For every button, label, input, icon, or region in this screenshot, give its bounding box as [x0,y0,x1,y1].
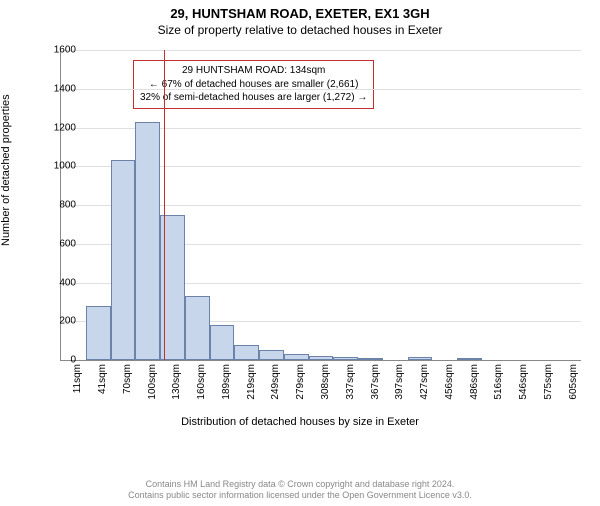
x-tick: 189sqm [221,364,232,404]
histogram-bar [309,356,334,360]
y-tick: 1200 [42,122,76,133]
x-tick: 575sqm [543,364,554,404]
y-tick: 800 [42,200,76,211]
x-tick: 367sqm [370,364,381,404]
histogram-bar [210,325,235,360]
annotation-line3: 32% of semi-detached houses are larger (… [140,91,367,105]
histogram-bar [86,306,111,360]
plot-area: 29 HUNTSHAM ROAD: 134sqm ← 67% of detach… [60,50,581,361]
x-tick: 279sqm [295,364,306,404]
x-tick: 11sqm [72,364,83,404]
histogram-bar [408,357,433,360]
x-tick: 456sqm [444,364,455,404]
x-tick: 516sqm [493,364,504,404]
x-tick: 100sqm [147,364,158,404]
x-tick: 70sqm [122,364,133,404]
page-title: 29, HUNTSHAM ROAD, EXETER, EX1 3GH [0,6,600,21]
gridline [61,50,581,51]
annotation-line1: 29 HUNTSHAM ROAD: 134sqm [140,64,367,78]
annotation-box: 29 HUNTSHAM ROAD: 134sqm ← 67% of detach… [133,60,374,109]
x-tick: 546sqm [518,364,529,404]
x-tick: 308sqm [320,364,331,404]
y-tick: 1600 [42,45,76,56]
x-tick: 427sqm [419,364,430,404]
x-tick: 337sqm [345,364,356,404]
histogram-bar [358,358,383,360]
histogram-bar [111,160,136,360]
histogram-bar [284,354,309,360]
gridline [61,89,581,90]
reference-line [164,50,165,360]
x-tick: 130sqm [171,364,182,404]
x-tick: 397sqm [394,364,405,404]
x-tick: 160sqm [196,364,207,404]
histogram-bar [333,357,358,360]
x-axis-label: Distribution of detached houses by size … [0,416,600,428]
histogram-bar [234,345,259,361]
x-tick: 605sqm [568,364,579,404]
page-subtitle: Size of property relative to detached ho… [0,23,600,37]
histogram-bar [135,122,160,360]
histogram-bar [185,296,210,360]
y-axis-label: Number of detached properties [0,94,12,246]
y-tick: 200 [42,316,76,327]
x-tick: 219sqm [246,364,257,404]
y-tick: 600 [42,238,76,249]
footer-attribution: Contains HM Land Registry data © Crown c… [0,479,600,502]
histogram-bar [259,350,284,360]
y-tick: 0 [42,355,76,366]
footer-line2: Contains public sector information licen… [0,490,600,502]
histogram-bar [457,358,482,360]
chart-container: Number of detached properties 29 HUNTSHA… [0,46,600,446]
x-tick: 249sqm [270,364,281,404]
y-tick: 1400 [42,83,76,94]
x-tick: 486sqm [469,364,480,404]
y-tick: 1000 [42,161,76,172]
y-tick: 400 [42,277,76,288]
x-tick: 41sqm [97,364,108,404]
footer-line1: Contains HM Land Registry data © Crown c… [0,479,600,491]
